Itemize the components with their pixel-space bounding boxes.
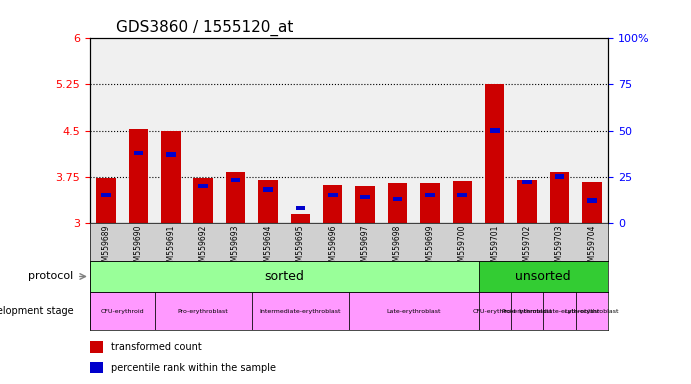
Text: GSM559696: GSM559696 <box>328 225 337 271</box>
Bar <box>453 181 472 223</box>
Bar <box>522 180 532 184</box>
Bar <box>582 182 602 223</box>
Text: GSM559699: GSM559699 <box>426 225 435 271</box>
Bar <box>90 362 103 373</box>
Text: CFU-erythroid: CFU-erythroid <box>473 308 517 314</box>
Text: GSM559702: GSM559702 <box>522 225 531 271</box>
Bar <box>457 193 467 197</box>
Text: Pro-erythroblast: Pro-erythroblast <box>502 308 553 314</box>
Text: GSM559697: GSM559697 <box>361 225 370 271</box>
Text: CFU-erythroid: CFU-erythroid <box>100 308 144 314</box>
Text: Pro-erythroblast: Pro-erythroblast <box>178 308 229 314</box>
Bar <box>226 172 245 223</box>
Bar <box>231 178 240 182</box>
Bar <box>96 179 115 223</box>
Bar <box>392 197 402 201</box>
Text: GSM559693: GSM559693 <box>231 225 240 271</box>
Bar <box>90 341 103 353</box>
FancyBboxPatch shape <box>511 292 543 330</box>
FancyBboxPatch shape <box>90 261 478 292</box>
Bar <box>550 172 569 223</box>
Text: sorted: sorted <box>264 270 304 283</box>
Text: GSM559703: GSM559703 <box>555 225 564 271</box>
Bar <box>296 206 305 210</box>
FancyBboxPatch shape <box>155 292 252 330</box>
Text: GDS3860 / 1555120_at: GDS3860 / 1555120_at <box>115 20 293 36</box>
Text: Late-erythroblast: Late-erythroblast <box>386 308 441 314</box>
Bar <box>485 84 504 223</box>
Text: GSM559700: GSM559700 <box>458 225 467 271</box>
Text: GSM559691: GSM559691 <box>167 225 176 271</box>
FancyBboxPatch shape <box>543 292 576 330</box>
Bar <box>490 128 500 133</box>
Text: percentile rank within the sample: percentile rank within the sample <box>111 363 276 373</box>
Text: Late-erythroblast: Late-erythroblast <box>565 308 619 314</box>
Text: GSM559689: GSM559689 <box>102 225 111 271</box>
Bar <box>323 185 343 223</box>
Bar <box>198 184 208 188</box>
Text: GSM559694: GSM559694 <box>263 225 272 271</box>
FancyBboxPatch shape <box>478 292 511 330</box>
Text: transformed count: transformed count <box>111 342 201 352</box>
FancyBboxPatch shape <box>576 292 608 330</box>
Bar <box>166 152 176 157</box>
Text: unsorted: unsorted <box>515 270 571 283</box>
Text: GSM559695: GSM559695 <box>296 225 305 271</box>
Text: Intermediate-erythroblast: Intermediate-erythroblast <box>519 308 600 314</box>
Bar <box>420 183 439 223</box>
Bar <box>133 151 143 155</box>
Bar <box>129 129 148 223</box>
Bar <box>328 193 338 197</box>
Bar <box>555 174 565 179</box>
Text: protocol: protocol <box>28 271 74 281</box>
Bar <box>425 193 435 197</box>
Bar <box>193 178 213 223</box>
Bar <box>388 183 407 223</box>
Text: development stage: development stage <box>0 306 74 316</box>
Text: GSM559698: GSM559698 <box>393 225 402 271</box>
Text: GSM559692: GSM559692 <box>199 225 208 271</box>
Bar <box>291 214 310 223</box>
FancyBboxPatch shape <box>90 292 155 330</box>
Bar <box>101 193 111 197</box>
Text: GSM559704: GSM559704 <box>587 225 596 271</box>
Bar <box>263 187 273 192</box>
FancyBboxPatch shape <box>349 292 478 330</box>
Bar <box>355 186 375 223</box>
Text: GSM559701: GSM559701 <box>490 225 499 271</box>
Bar <box>587 199 597 203</box>
Bar <box>518 180 537 223</box>
FancyBboxPatch shape <box>478 261 608 292</box>
Bar <box>360 195 370 199</box>
FancyBboxPatch shape <box>252 292 349 330</box>
Text: Intermediate-erythroblast: Intermediate-erythroblast <box>260 308 341 314</box>
Text: GSM559690: GSM559690 <box>134 225 143 271</box>
Bar <box>161 131 180 223</box>
Bar <box>258 180 278 223</box>
